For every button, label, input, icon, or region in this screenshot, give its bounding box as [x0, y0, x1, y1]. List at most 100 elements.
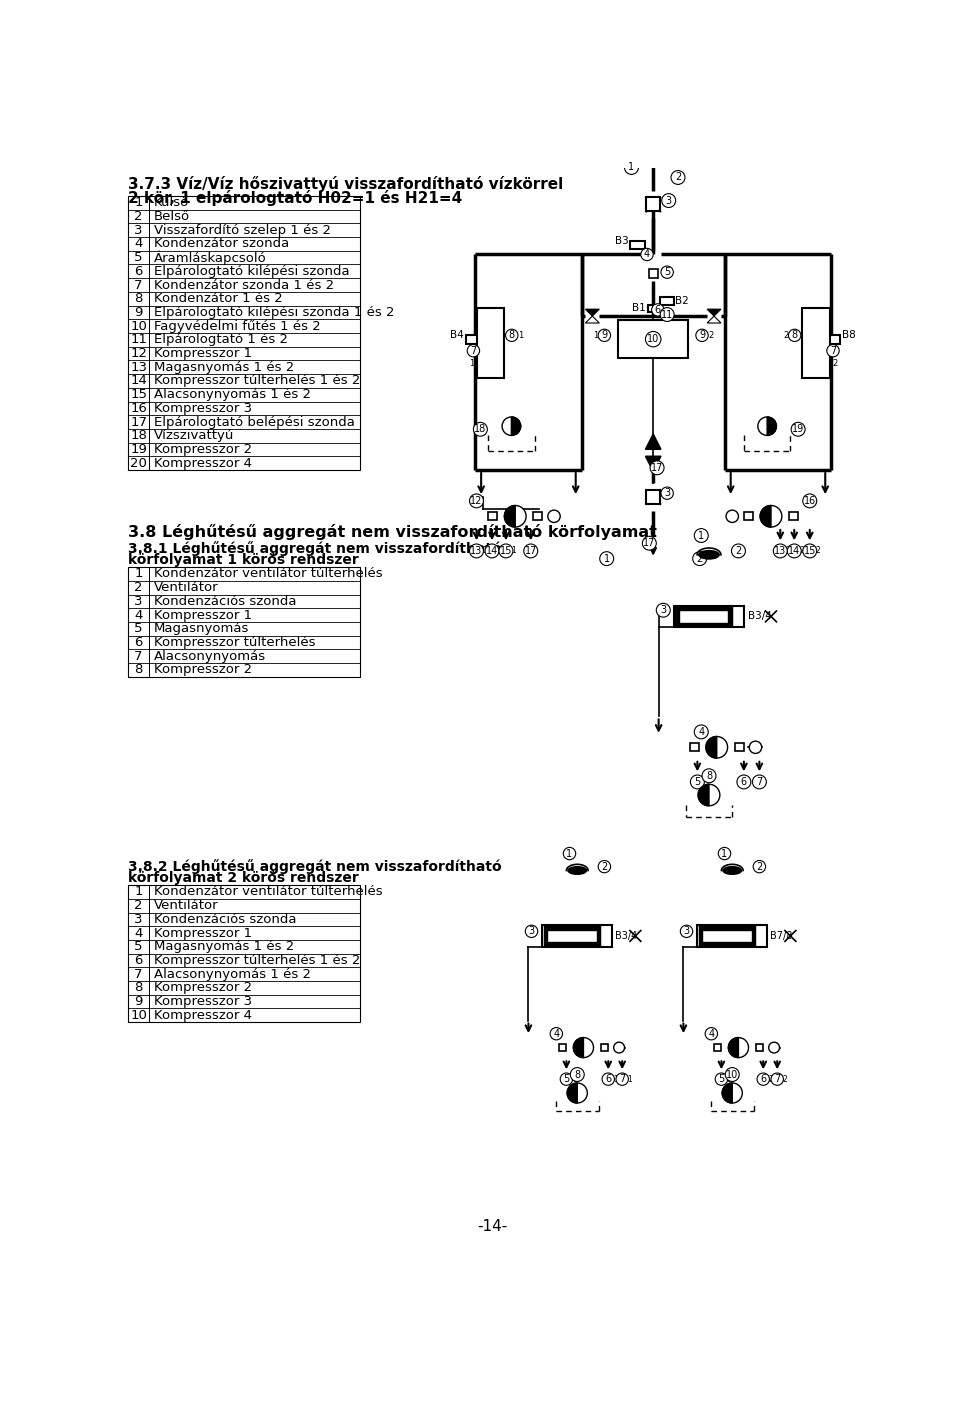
Text: 10: 10 — [647, 334, 660, 343]
Text: B8: B8 — [842, 331, 856, 341]
Text: Kompresszor túlterhelés 1 és 2: Kompresszor túlterhelés 1 és 2 — [155, 953, 360, 967]
Circle shape — [524, 544, 538, 558]
Text: 14: 14 — [486, 545, 498, 557]
Text: 2: 2 — [134, 899, 143, 913]
Text: 5: 5 — [694, 777, 701, 787]
Text: 3: 3 — [684, 927, 689, 937]
Polygon shape — [708, 310, 721, 315]
Polygon shape — [645, 433, 660, 449]
Circle shape — [506, 329, 518, 342]
Circle shape — [732, 544, 745, 558]
Text: Elpárologtató 1 és 2: Elpárologtató 1 és 2 — [155, 334, 288, 346]
Wedge shape — [698, 784, 709, 806]
Text: 16: 16 — [804, 496, 816, 506]
Text: 2: 2 — [134, 210, 143, 223]
Bar — [700, 928, 754, 945]
Circle shape — [753, 775, 766, 789]
Text: 7: 7 — [134, 649, 143, 663]
Text: 2: 2 — [815, 547, 820, 555]
Text: 2: 2 — [769, 1075, 774, 1084]
Bar — [689, 743, 699, 751]
Text: 3.8 Léghűtésű aggregát nem visszafordítható körfolyamat: 3.8 Léghűtésű aggregát nem visszafordíth… — [128, 524, 657, 540]
Wedge shape — [573, 1037, 584, 1057]
Text: 16: 16 — [131, 402, 147, 415]
Ellipse shape — [699, 551, 719, 559]
Text: 6: 6 — [655, 304, 660, 315]
Bar — [547, 930, 596, 942]
Wedge shape — [722, 1082, 732, 1103]
Circle shape — [760, 506, 781, 527]
Text: 13: 13 — [470, 545, 483, 557]
Circle shape — [502, 416, 520, 436]
Text: 4: 4 — [134, 927, 143, 939]
Text: Magasnyomás: Magasnyomás — [155, 622, 250, 635]
Text: 5: 5 — [718, 1074, 725, 1084]
Text: 5: 5 — [134, 622, 143, 635]
Text: 2: 2 — [782, 1075, 787, 1084]
Circle shape — [726, 510, 738, 523]
Text: 6: 6 — [760, 1074, 766, 1084]
Text: 3: 3 — [665, 196, 672, 206]
Circle shape — [702, 768, 716, 782]
Bar — [467, 335, 484, 343]
Text: 7: 7 — [470, 346, 476, 356]
Circle shape — [769, 1042, 780, 1053]
Circle shape — [827, 345, 839, 358]
Text: 10: 10 — [131, 320, 147, 332]
Text: B1: B1 — [632, 303, 645, 314]
Circle shape — [573, 1037, 593, 1057]
Text: Fagyvédelmi fűtés 1 és 2: Fagyvédelmi fűtés 1 és 2 — [155, 320, 321, 332]
Bar — [649, 269, 658, 279]
Text: 15: 15 — [804, 545, 816, 557]
Text: Belső: Belső — [155, 210, 190, 223]
Text: 14: 14 — [788, 545, 801, 557]
Circle shape — [468, 345, 480, 358]
Text: 4: 4 — [553, 1029, 560, 1039]
Text: 19: 19 — [131, 443, 147, 456]
Text: Kompresszor túlterhelés 1 és 2: Kompresszor túlterhelés 1 és 2 — [155, 374, 360, 387]
Circle shape — [645, 331, 660, 346]
Text: Kompresszor 3: Kompresszor 3 — [155, 995, 252, 1008]
Text: Kompresszor 3: Kompresszor 3 — [155, 402, 252, 415]
Bar — [544, 928, 599, 945]
Circle shape — [602, 1073, 614, 1085]
Circle shape — [696, 329, 708, 342]
Bar — [756, 1043, 763, 1052]
Text: 15: 15 — [500, 545, 512, 557]
Text: Alacsonynyomás 1 és 2: Alacsonynyomás 1 és 2 — [155, 967, 311, 981]
Text: Magasnyomás 1 és 2: Magasnyomás 1 és 2 — [155, 941, 295, 953]
Text: 8: 8 — [134, 292, 143, 306]
Bar — [128, 196, 360, 470]
Text: 17: 17 — [643, 538, 656, 548]
Circle shape — [660, 486, 673, 499]
Polygon shape — [586, 315, 599, 322]
Bar — [601, 1043, 609, 1052]
Text: 15: 15 — [131, 388, 147, 401]
Circle shape — [598, 861, 611, 873]
Bar — [697, 925, 767, 946]
Text: Elpárologtató kilépési szonda: Elpárologtató kilépési szonda — [155, 265, 349, 278]
Text: körfolyamat 1 körös rendszer: körfolyamat 1 körös rendszer — [128, 554, 358, 568]
Circle shape — [660, 307, 674, 321]
Text: Kompresszor 1: Kompresszor 1 — [155, 608, 252, 621]
Circle shape — [570, 1067, 585, 1081]
Text: 6: 6 — [605, 1074, 612, 1084]
Text: 1: 1 — [613, 1075, 618, 1084]
Polygon shape — [586, 310, 599, 315]
Circle shape — [548, 510, 561, 523]
Text: Kondenzátor ventilátor túlterhelés: Kondenzátor ventilátor túlterhelés — [155, 568, 383, 580]
Text: 3.8.1 Léghűtésű aggregát nem visszafordítható: 3.8.1 Léghűtésű aggregát nem visszafordí… — [128, 541, 501, 555]
Text: 5: 5 — [564, 1074, 569, 1084]
Circle shape — [661, 193, 676, 207]
Circle shape — [616, 1073, 629, 1085]
Text: 4: 4 — [644, 250, 650, 259]
Circle shape — [469, 544, 484, 558]
Wedge shape — [760, 506, 771, 527]
Wedge shape — [567, 1082, 577, 1103]
Bar — [702, 930, 752, 942]
Text: 1: 1 — [629, 163, 635, 172]
Bar — [674, 606, 744, 627]
Text: körfolyamat 2 körös rendszer: körfolyamat 2 körös rendszer — [128, 871, 358, 885]
Text: 2: 2 — [800, 547, 804, 555]
Circle shape — [788, 329, 801, 342]
